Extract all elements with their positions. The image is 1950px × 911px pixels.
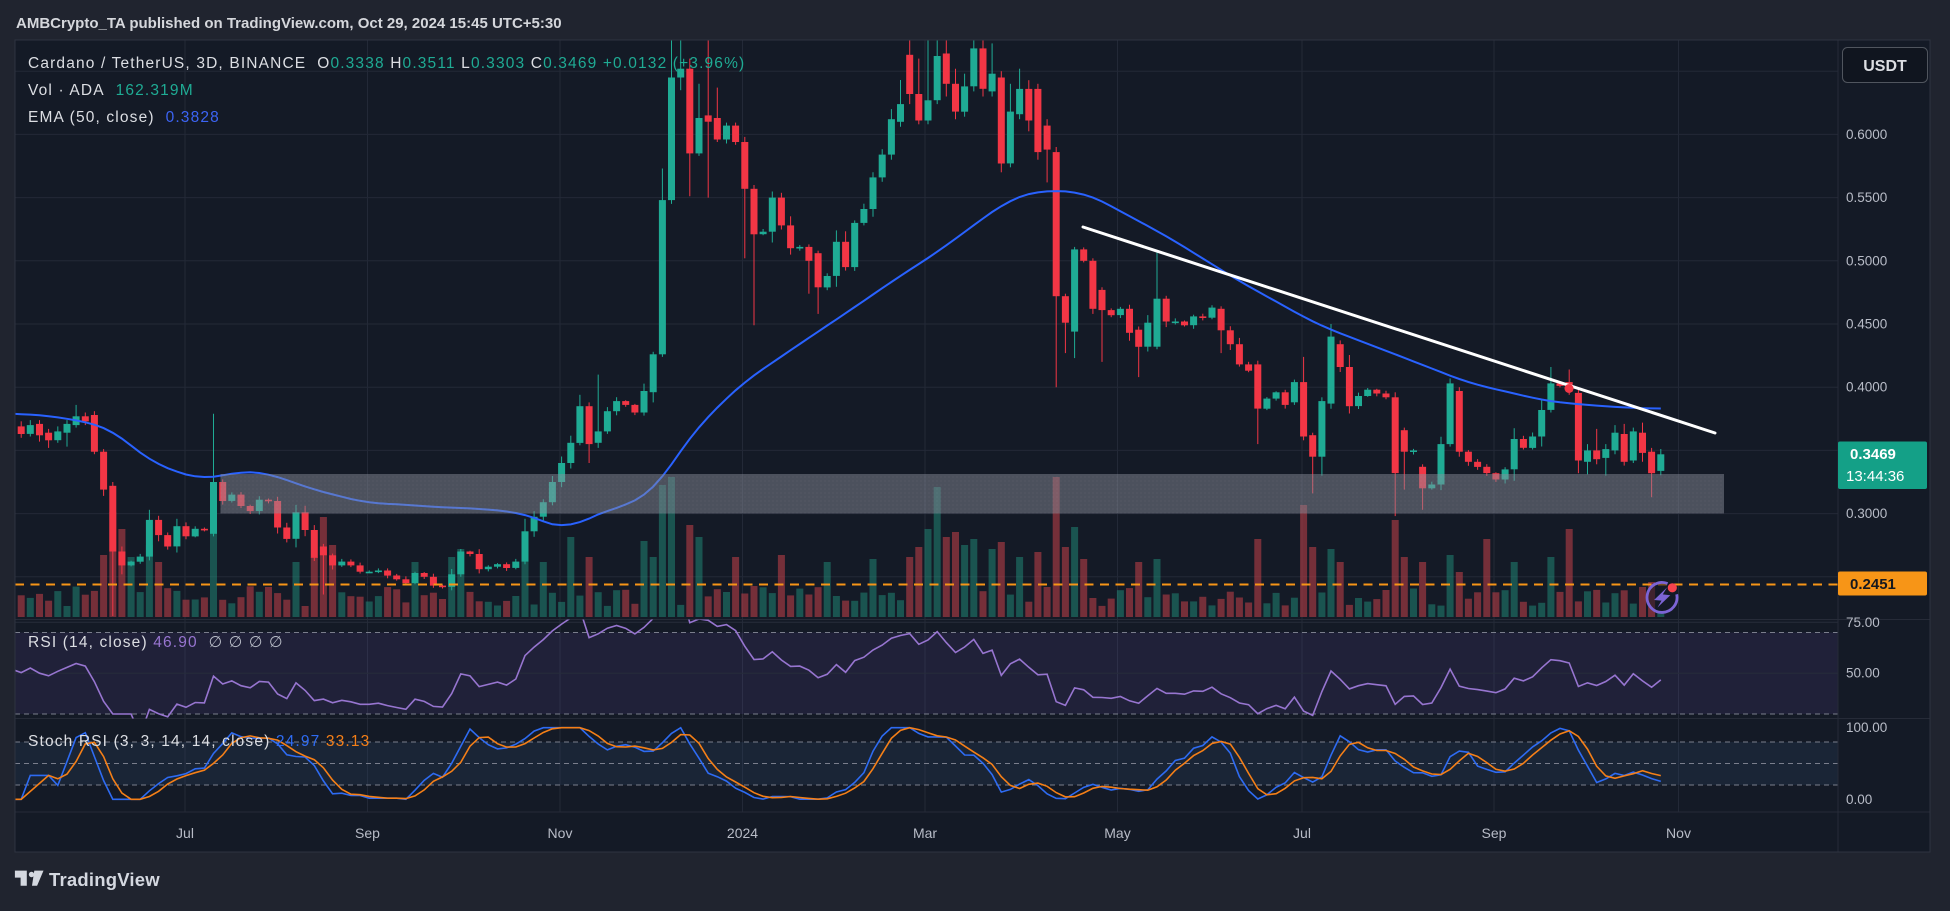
svg-text:Jul: Jul xyxy=(1293,825,1311,841)
svg-text:USDT: USDT xyxy=(1863,58,1907,75)
svg-text:AMBCrypto_TA published on Trad: AMBCrypto_TA published on TradingView.co… xyxy=(16,15,562,32)
svg-text:0.6000: 0.6000 xyxy=(1846,127,1887,142)
svg-text:0.5500: 0.5500 xyxy=(1846,190,1887,205)
svg-text:Sep: Sep xyxy=(355,825,380,841)
svg-text:0.00: 0.00 xyxy=(1846,792,1872,807)
svg-text:RSI (14, close) 46.90 ∅ ∅ ∅ ∅: RSI (14, close) 46.90 ∅ ∅ ∅ ∅ xyxy=(28,634,284,651)
svg-text:Vol · ADA 162.319M: Vol · ADA 162.319M xyxy=(28,82,194,99)
svg-text:May: May xyxy=(1104,825,1130,841)
svg-text:0.4000: 0.4000 xyxy=(1846,380,1887,395)
svg-text:Stoch RSI (3, 3, 14, 14, close: Stoch RSI (3, 3, 14, 14, close) 24.97 33… xyxy=(28,733,370,750)
svg-text:50.00: 50.00 xyxy=(1846,666,1880,681)
svg-text:0.2451: 0.2451 xyxy=(1850,576,1896,593)
svg-text:0.3000: 0.3000 xyxy=(1846,506,1887,521)
svg-text:TradingView: TradingView xyxy=(49,869,160,890)
svg-text:0.3469: 0.3469 xyxy=(1850,446,1896,463)
svg-text:100.00: 100.00 xyxy=(1846,720,1887,735)
svg-text:0.4500: 0.4500 xyxy=(1846,317,1887,332)
svg-text:Jul: Jul xyxy=(176,825,194,841)
svg-text:Nov: Nov xyxy=(548,825,573,841)
svg-text:0.5000: 0.5000 xyxy=(1846,253,1887,268)
svg-text:Sep: Sep xyxy=(1482,825,1507,841)
svg-text:Nov: Nov xyxy=(1666,825,1691,841)
svg-text:2024: 2024 xyxy=(727,825,758,841)
svg-text:EMA (50, close) 0.3828: EMA (50, close) 0.3828 xyxy=(28,109,220,126)
svg-text:Mar: Mar xyxy=(913,825,937,841)
svg-text:13:44:36: 13:44:36 xyxy=(1846,468,1904,485)
svg-text:75.00: 75.00 xyxy=(1846,615,1880,630)
svg-text:Cardano / TetherUS, 3D, BINANC: Cardano / TetherUS, 3D, BINANCE O0.3338 … xyxy=(28,55,745,72)
